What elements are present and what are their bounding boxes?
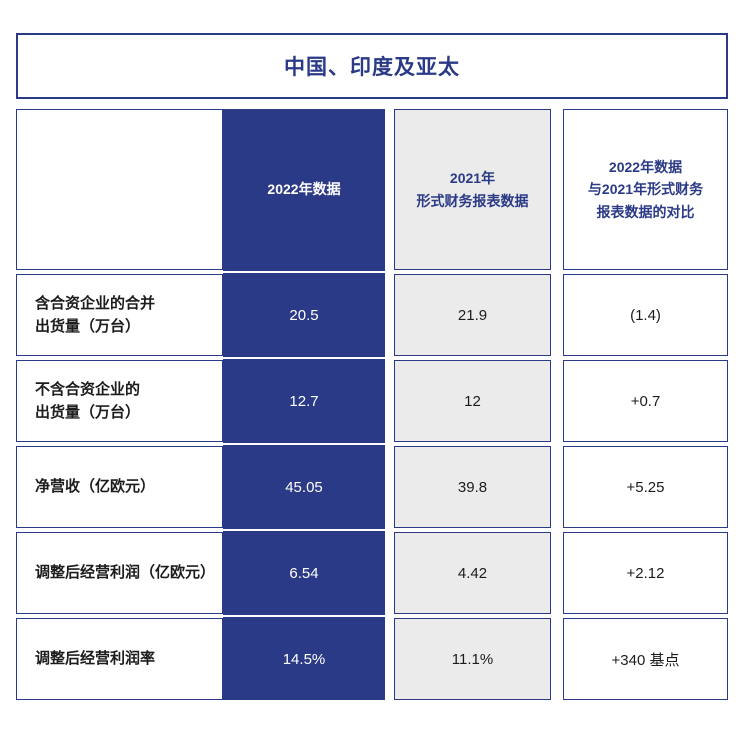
blue-column-separator bbox=[223, 271, 385, 273]
value-2021: 11.1% bbox=[394, 618, 551, 700]
regional-results-panel: 中国、印度及亚太 2022年数据 2021年 形式财务报表数据 2022年数据 … bbox=[16, 33, 728, 700]
value-2022: 20.5 bbox=[289, 306, 319, 324]
value-delta: +2.12 bbox=[563, 532, 728, 614]
value-delta: +340 基点 bbox=[563, 618, 728, 700]
blue-column-separator bbox=[223, 443, 385, 445]
row-label-shipments-excl-jv: 不含合资企业的 出货量（万台） bbox=[16, 360, 223, 442]
blue-column-separator bbox=[223, 615, 385, 617]
table-title-box: 中国、印度及亚太 bbox=[16, 33, 728, 99]
column-2022-background bbox=[223, 109, 385, 700]
value-2021: 39.8 bbox=[394, 446, 551, 528]
row-label-adjusted-ebit: 调整后经营利润（亿欧元） bbox=[16, 532, 223, 614]
blue-column-separator bbox=[223, 529, 385, 531]
row-label-consolidated-shipments: 含合资企业的合并 出货量（万台） bbox=[16, 274, 223, 356]
row-label-adjusted-ebit-margin: 调整后经营利润率 bbox=[16, 618, 223, 700]
value-2021: 12 bbox=[394, 360, 551, 442]
value-2021: 4.42 bbox=[394, 532, 551, 614]
value-2021: 21.9 bbox=[394, 274, 551, 356]
value-2022: 6.54 bbox=[289, 564, 319, 582]
column-header-delta: 2022年数据 与2021年形式财务 报表数据的对比 bbox=[563, 109, 728, 270]
value-2022: 14.5% bbox=[282, 650, 326, 668]
data-table: 2022年数据 2021年 形式财务报表数据 2022年数据 与2021年形式财… bbox=[16, 109, 728, 700]
value-delta: +0.7 bbox=[563, 360, 728, 442]
column-header-2021: 2021年 形式财务报表数据 bbox=[394, 109, 551, 270]
value-delta: (1.4) bbox=[563, 274, 728, 356]
value-delta: +5.25 bbox=[563, 446, 728, 528]
blue-column-separator bbox=[223, 357, 385, 359]
value-2022: 12.7 bbox=[289, 392, 319, 410]
column-header-2022: 2022年数据 bbox=[267, 181, 341, 198]
value-2022: 45.05 bbox=[285, 478, 323, 496]
row-label-net-revenue: 净营收（亿欧元） bbox=[16, 446, 223, 528]
page-title: 中国、印度及亚太 bbox=[284, 56, 460, 79]
header-spacer-cell bbox=[16, 109, 223, 270]
